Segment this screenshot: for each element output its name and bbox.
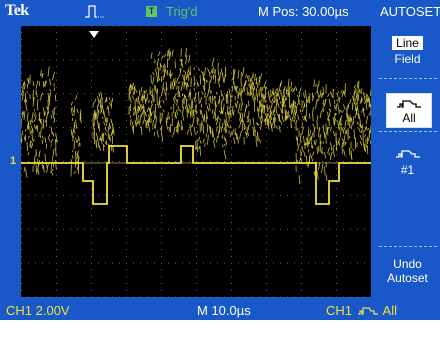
menu-title: AUTOSET (380, 4, 440, 19)
trigger-position-marker (89, 26, 99, 44)
menu-autoset-label: Autoset (387, 271, 428, 285)
video-waveform-icon (357, 304, 378, 319)
menu-field-label: Field (394, 52, 421, 66)
main-position: M Pos: 30.00µs (258, 4, 349, 19)
video-waveform-icon (375, 148, 440, 163)
waveform-display (21, 26, 371, 297)
menu-button-all-lines[interactable]: All (386, 93, 432, 128)
menu-button-line-1[interactable]: #1 (375, 148, 440, 177)
status-bar: Tek T Trig'd M Pos: 30.00µs AUTOSET (0, 0, 440, 22)
menu-divider (379, 78, 437, 79)
menu-undo-label: Undo (393, 257, 422, 271)
waveform-graticule (21, 26, 371, 297)
timebase-readout: M 10.0µs (197, 303, 251, 318)
trigger-source-readout: CH1 All (326, 303, 397, 319)
menu-button-line-field[interactable]: Line Field (375, 36, 440, 66)
graticule-dots (21, 26, 371, 297)
video-signal-trace (21, 47, 371, 185)
trigger-status: Trig'd (166, 4, 198, 19)
readout-bar: CH1 2.00V M 10.0µs CH1 All (0, 301, 440, 320)
ch1-ground-marker: 1 (10, 155, 17, 167)
menu-all-label: All (402, 111, 416, 125)
menu-button-undo-autoset[interactable]: Undo Autoset (375, 257, 440, 285)
video-waveform-icon (397, 97, 421, 115)
menu-divider (379, 131, 437, 132)
oscilloscope-screen: Tek T Trig'd M Pos: 30.00µs AUTOSET 1 Li… (0, 0, 440, 320)
menu-line-number-label: #1 (400, 163, 415, 177)
brand-logo: Tek (5, 2, 29, 19)
menu-line-label: Line (392, 36, 423, 50)
acquisition-icon (84, 3, 104, 22)
ch1-scale-readout: CH1 2.00V (6, 303, 70, 318)
trigger-source-channel: CH1 (326, 303, 353, 318)
trigger-badge: T (146, 6, 157, 17)
side-menu: Line Field All #1 Undo Autoset (375, 22, 440, 301)
trigger-source-mode: All (382, 303, 397, 318)
menu-divider (379, 246, 437, 247)
